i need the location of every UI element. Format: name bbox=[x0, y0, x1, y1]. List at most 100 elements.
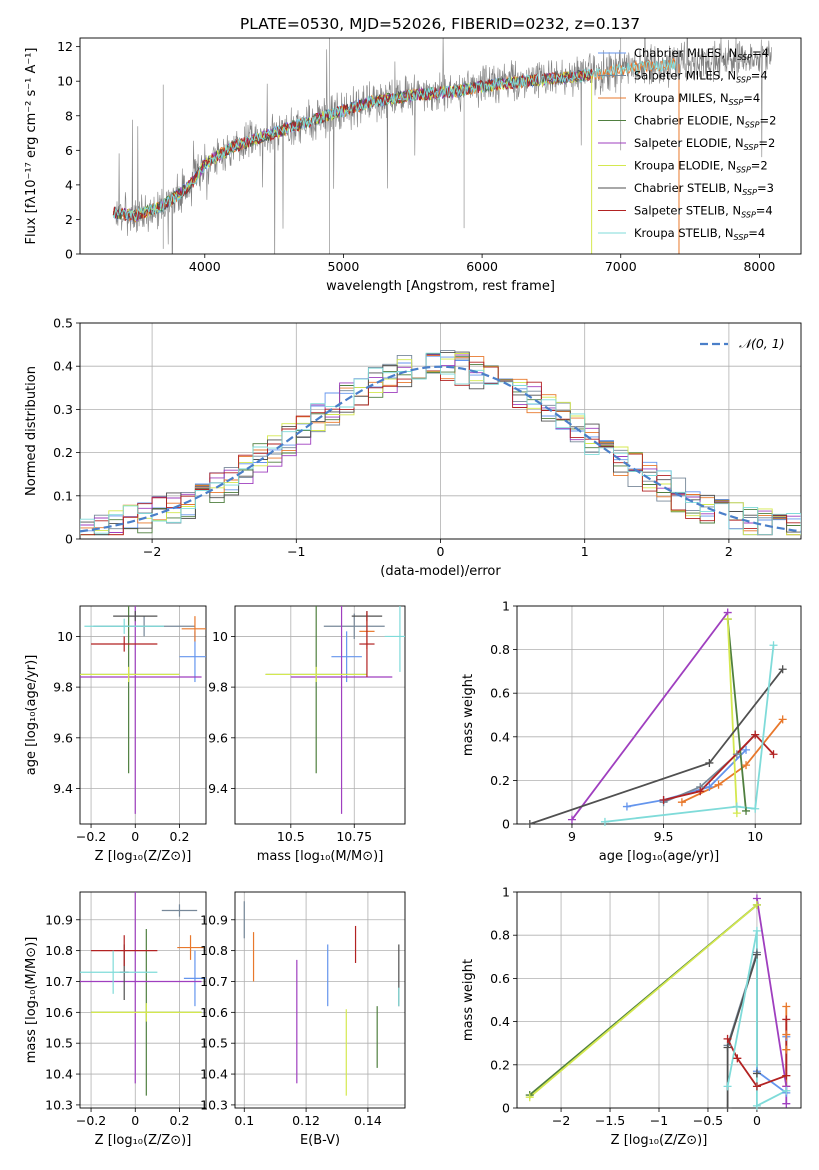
y-tick-label: 0.3 bbox=[53, 402, 73, 417]
x-tick-label: −2 bbox=[552, 1113, 570, 1128]
x-tick-label: −0.2 bbox=[76, 829, 106, 844]
mass-vs-ebv-chart: 0.1 0.12 0.14 10.3 10.4 10.5 10.6 10.7 10.8 10.9 E… bbox=[200, 891, 406, 1148]
plot-frame bbox=[79, 37, 802, 255]
y-tick-label: 10.9 bbox=[200, 912, 228, 927]
y-tick-label: 1 bbox=[502, 885, 510, 900]
y-tick-label: 4 bbox=[65, 177, 73, 192]
y-tick-label: 0.2 bbox=[53, 445, 73, 460]
weight-point-marker bbox=[752, 1101, 761, 1110]
y-axis-label: mass weight bbox=[461, 674, 476, 756]
weight-point-marker bbox=[751, 730, 760, 739]
y-tick-label: 10.6 bbox=[45, 1005, 73, 1020]
y-tick-label: 10.4 bbox=[45, 1067, 73, 1082]
y-tick-label: 0.2 bbox=[490, 1057, 510, 1072]
legend-entry: Salpeter MILES, NSSP=4 bbox=[634, 69, 768, 85]
x-tick-label: 8000 bbox=[743, 259, 775, 274]
plot-frame bbox=[516, 891, 802, 1109]
plot-area bbox=[529, 611, 784, 824]
residual-histogram bbox=[80, 355, 801, 536]
weight-point-marker bbox=[567, 815, 576, 824]
weight-point-marker bbox=[705, 782, 714, 791]
y-tick-label: 2 bbox=[65, 212, 73, 227]
x-axis-label: E(B-V) bbox=[300, 1133, 340, 1148]
weight-series-line bbox=[529, 904, 758, 1098]
x-axis-label: (data-model)/error bbox=[380, 564, 501, 579]
normal-reference-curve bbox=[80, 365, 801, 533]
weight-point-marker bbox=[782, 1002, 791, 1011]
weight-vs-age-chart: 9 9.5 10 0 0.2 0.4 0.6 0.8 1 age [log₁₀(age/yr)] m… bbox=[461, 599, 802, 864]
plot-frame bbox=[234, 891, 406, 1109]
x-tick-label: 10.75 bbox=[336, 829, 372, 844]
weight-point-marker bbox=[622, 802, 631, 811]
weight-point-marker bbox=[723, 1034, 732, 1043]
plot-area bbox=[112, 38, 772, 254]
y-tick-label: 10.6 bbox=[200, 1005, 228, 1020]
weight-point-marker bbox=[742, 806, 751, 815]
x-tick-label: 0 bbox=[753, 1113, 761, 1128]
plot-frame bbox=[79, 322, 802, 540]
plot-area bbox=[80, 350, 801, 536]
x-tick-label: 1 bbox=[581, 544, 589, 559]
y-tick-label: 0.1 bbox=[53, 488, 73, 503]
y-tick-label: 0.5 bbox=[53, 316, 73, 331]
plot-area bbox=[80, 606, 206, 814]
x-tick-label: 0.2 bbox=[170, 1113, 190, 1128]
weight-point-marker bbox=[600, 817, 609, 826]
model-fit-line bbox=[112, 69, 593, 221]
weight-series-line bbox=[756, 898, 788, 1104]
model-fit-line bbox=[112, 70, 593, 222]
weight-point-marker bbox=[778, 715, 787, 724]
legend-entry: Chabrier ELODIE, NSSP=2 bbox=[634, 114, 776, 130]
x-tick-label: −0.5 bbox=[693, 1113, 723, 1128]
plot-area bbox=[529, 898, 788, 1108]
x-tick-label: −1 bbox=[287, 544, 305, 559]
legend-entry: Kroupa MILES, NSSP=4 bbox=[634, 91, 760, 107]
legend-entry: Kroupa ELODIE, NSSP=2 bbox=[634, 159, 768, 175]
model-fit-line bbox=[112, 70, 593, 222]
x-tick-label: −2 bbox=[143, 544, 161, 559]
legend-entry: Salpeter STELIB, NSSP=4 bbox=[634, 204, 773, 220]
weight-point-marker bbox=[733, 1054, 742, 1063]
y-tick-label: 0.4 bbox=[53, 359, 73, 374]
y-tick-label: 1 bbox=[502, 599, 510, 614]
weight-point-marker bbox=[732, 750, 741, 759]
weight-point-marker bbox=[723, 615, 732, 624]
x-tick-label: 0 bbox=[131, 1113, 139, 1128]
x-tick-label: 0.2 bbox=[170, 829, 190, 844]
x-tick-label: 0 bbox=[437, 544, 445, 559]
y-tick-label: 12 bbox=[57, 39, 73, 54]
residual-histogram bbox=[80, 361, 801, 536]
y-tick-label: 10.8 bbox=[45, 943, 73, 958]
y-tick-label: 10.3 bbox=[200, 1097, 228, 1112]
weight-point-marker bbox=[751, 804, 760, 813]
age-vs-metallicity-chart: −0.2 0 0.2 9.4 9.6 9.8 10 Z [log₁₀(Z/Z⊙)] age [l… bbox=[24, 605, 207, 864]
legend-entry: Kroupa STELIB, NSSP=4 bbox=[634, 226, 765, 242]
x-tick-label: 6000 bbox=[466, 259, 498, 274]
legend-entry: Salpeter ELODIE, NSSP=2 bbox=[634, 136, 775, 152]
x-tick-label: 9 bbox=[568, 829, 576, 844]
legend-entry: Chabrier MILES, NSSP=4 bbox=[634, 46, 769, 62]
weight-point-marker bbox=[752, 1082, 761, 1091]
weight-point-marker bbox=[732, 802, 741, 811]
y-tick-label: 0.8 bbox=[490, 642, 510, 657]
x-tick-label: 7000 bbox=[605, 259, 637, 274]
y-tick-label: 9.8 bbox=[208, 680, 228, 695]
y-tick-label: 10 bbox=[212, 629, 228, 644]
residuals-histogram: −2 −1 0 1 2 0 0.1 0.2 0.3 0.4 0.5 (data-model)/erro… bbox=[24, 316, 802, 579]
x-axis-label: Z [log₁₀(Z/Z⊙)] bbox=[611, 1133, 708, 1148]
y-axis-label: age [log₁₀(age/yr)] bbox=[24, 655, 39, 776]
x-tick-label: 0.1 bbox=[234, 1113, 254, 1128]
weight-point-marker bbox=[782, 1045, 791, 1054]
y-tick-label: 10.5 bbox=[200, 1036, 228, 1051]
y-tick-label: 6 bbox=[65, 143, 73, 158]
weight-point-marker bbox=[778, 665, 787, 674]
model-fit-line bbox=[112, 69, 593, 222]
y-tick-label: 0.6 bbox=[490, 686, 510, 701]
x-tick-label: 9.5 bbox=[654, 829, 674, 844]
y-tick-label: 0 bbox=[65, 247, 73, 262]
legend-entry: Chabrier STELIB, NSSP=3 bbox=[634, 181, 774, 197]
weight-series-line bbox=[726, 619, 738, 814]
weight-point-marker bbox=[769, 750, 778, 759]
y-tick-label: 0 bbox=[502, 1101, 510, 1116]
x-tick-label: 4000 bbox=[189, 259, 221, 274]
